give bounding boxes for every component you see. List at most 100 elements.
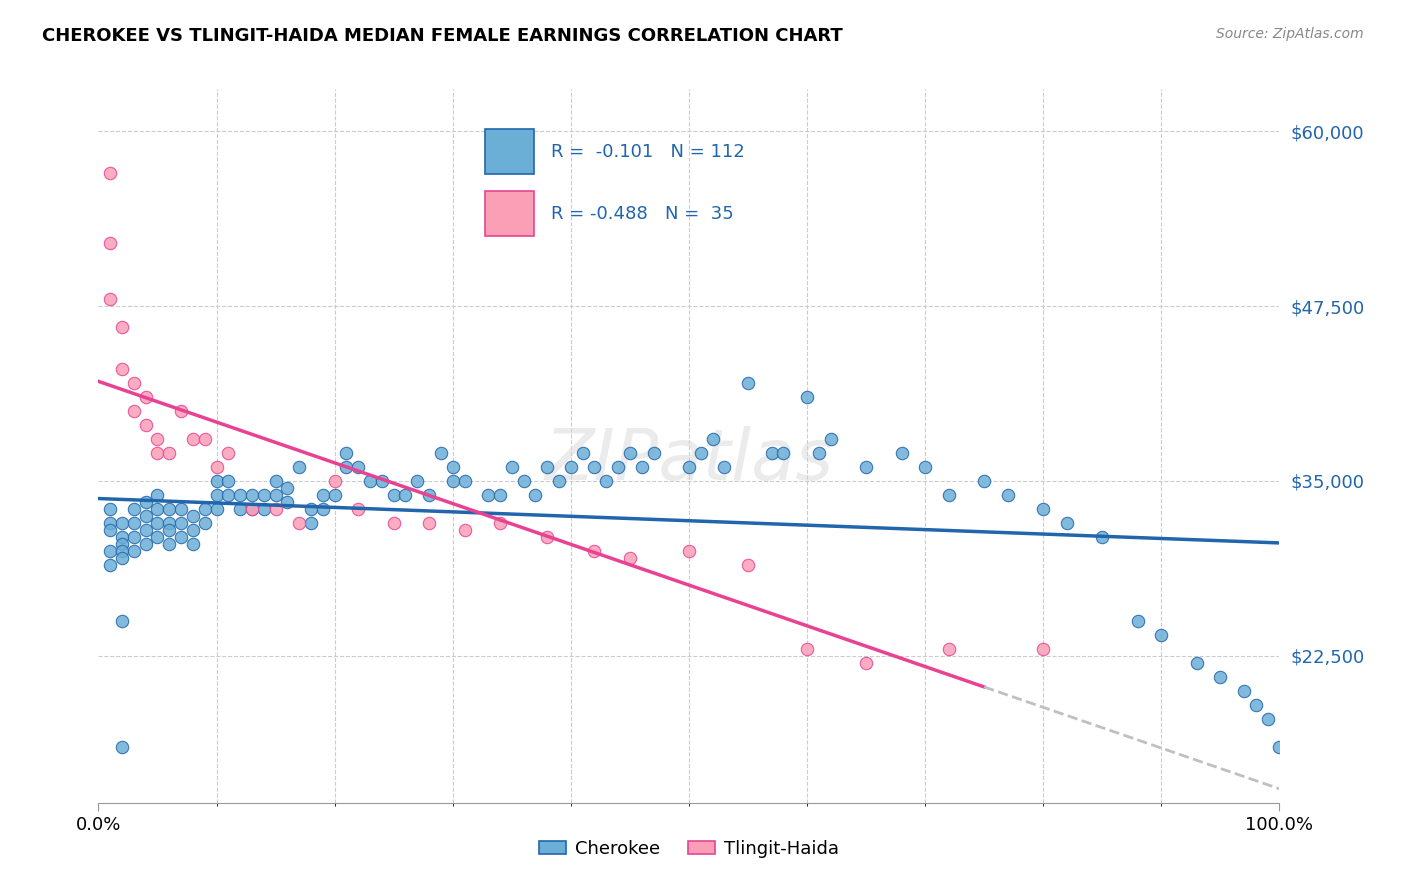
Point [630,460,652,475]
Point [146,502,169,516]
Point [312,488,335,502]
Point [135,495,157,509]
Point [217,488,239,502]
Point [111,530,134,544]
Point [607,460,630,475]
Point [973,474,995,488]
Point [713,460,735,475]
Point [772,446,794,460]
Point [264,474,287,488]
Point [323,488,346,502]
Point [560,460,582,475]
Point [394,488,416,502]
Point [796,641,818,656]
Point [288,516,311,530]
Point [276,495,298,509]
Point [135,537,157,551]
Point [382,516,405,530]
Point [146,530,169,544]
Point [619,550,641,565]
Point [1056,516,1078,530]
Point [371,474,394,488]
Point [737,376,759,390]
Point [643,446,665,460]
Point [1126,614,1149,628]
Point [205,502,228,516]
Point [441,460,464,475]
Point [205,474,228,488]
Point [512,474,534,488]
Point [111,614,134,628]
Point [181,432,204,446]
Point [98,166,121,180]
Point [347,502,370,516]
Point [536,460,558,475]
Point [441,474,464,488]
Point [98,502,121,516]
Point [453,474,475,488]
Point [146,446,169,460]
Point [997,488,1019,502]
Point [583,544,606,558]
Point [737,558,759,572]
Point [501,460,523,475]
Text: Source: ZipAtlas.com: Source: ZipAtlas.com [1216,27,1364,41]
Point [276,481,298,495]
Point [217,474,239,488]
Point [181,537,204,551]
Point [122,544,145,558]
Point [98,544,121,558]
Point [1244,698,1267,712]
Point [122,516,145,530]
Point [157,523,180,537]
Point [1091,530,1114,544]
Point [181,508,204,523]
Point [1209,670,1232,684]
Point [111,544,134,558]
Point [111,537,134,551]
Point [98,558,121,572]
Point [1268,739,1291,754]
Point [855,656,877,670]
Point [299,502,322,516]
Point [583,460,606,475]
Point [146,432,169,446]
Point [796,390,818,404]
Point [571,446,593,460]
Point [347,460,370,475]
Point [98,523,121,537]
Point [453,523,475,537]
Point [98,292,121,306]
Point [1185,656,1208,670]
Point [335,460,357,475]
Point [229,502,252,516]
Point [240,502,263,516]
Point [264,488,287,502]
Point [135,417,157,432]
Point [1233,684,1256,698]
Point [146,488,169,502]
Point [157,502,180,516]
Point [689,446,711,460]
Point [205,460,228,475]
Point [264,502,287,516]
Point [194,502,217,516]
Point [477,488,499,502]
Point [253,502,276,516]
Point [170,530,193,544]
Point [194,516,217,530]
Point [299,516,322,530]
Point [890,446,912,460]
Point [122,502,145,516]
Point [111,362,134,376]
Point [430,446,453,460]
Point [240,488,263,502]
Point [678,460,700,475]
Point [240,502,263,516]
Point [702,432,724,446]
Point [335,446,357,460]
Point [807,446,830,460]
Point [146,516,169,530]
Point [1032,641,1054,656]
Point [548,474,571,488]
